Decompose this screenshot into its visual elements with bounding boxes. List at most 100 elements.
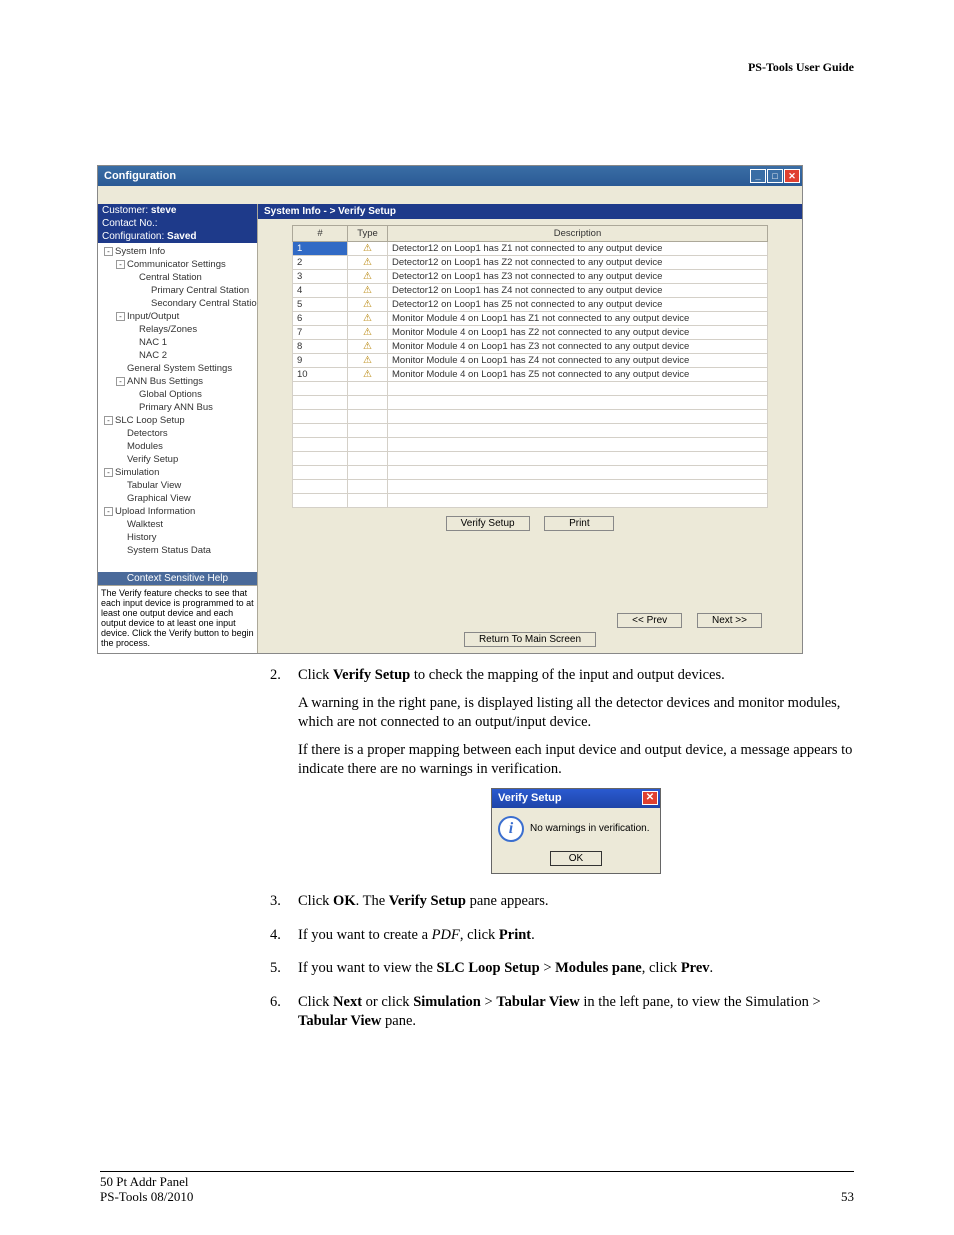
step6: Click Next or click Simulation > Tabular… (298, 993, 854, 1032)
table-row[interactable]: 8⚠Monitor Module 4 on Loop1 has Z3 not c… (293, 340, 768, 354)
step-num: 4. (270, 926, 298, 954)
tree-item[interactable]: -Input/Output (100, 310, 255, 323)
info-icon: i (498, 816, 524, 842)
warning-icon: ⚠ (363, 299, 372, 310)
step-num: 6. (270, 993, 298, 1040)
warnings-table: # Type Description 1⚠Detector12 on Loop1… (292, 225, 768, 508)
return-button[interactable]: Return To Main Screen (464, 632, 596, 647)
next-button[interactable]: Next >> (697, 613, 762, 628)
step2-line2: A warning in the right pane, is displaye… (298, 694, 854, 733)
warning-icon: ⚠ (363, 257, 372, 268)
tree-item[interactable]: Modules (100, 440, 255, 453)
print-button[interactable]: Print (544, 516, 614, 531)
window-title: Configuration (104, 170, 176, 182)
tree-item[interactable]: Relays/Zones (100, 323, 255, 336)
table-row[interactable] (293, 396, 768, 410)
table-row[interactable]: 6⚠Monitor Module 4 on Loop1 has Z1 not c… (293, 312, 768, 326)
tree-item[interactable]: -System Info (100, 245, 255, 258)
tree-item[interactable]: NAC 1 (100, 336, 255, 349)
step2-line3: If there is a proper mapping between eac… (298, 741, 854, 780)
tree-item[interactable]: Primary Central Station (100, 284, 255, 297)
nav-tree[interactable]: -System Info-Communicator SettingsCentra… (98, 243, 257, 572)
page-header: PS-Tools User Guide (748, 60, 854, 75)
table-row[interactable]: 4⚠Detector12 on Loop1 has Z4 not connect… (293, 284, 768, 298)
step-num: 2. (270, 666, 298, 886)
page-footer: 50 Pt Addr Panel PS-Tools 08/2010 53 (100, 1171, 854, 1205)
close-icon[interactable]: ✕ (784, 169, 800, 183)
tree-item[interactable]: Global Options (100, 388, 255, 401)
tree-item[interactable]: Detectors (100, 427, 255, 440)
verify-setup-button[interactable]: Verify Setup (446, 516, 530, 531)
tree-item[interactable]: -SLC Loop Setup (100, 414, 255, 427)
contact-label: Contact No.: (98, 217, 257, 230)
tree-item[interactable]: Graphical View (100, 492, 255, 505)
config-label: Configuration: (102, 231, 164, 242)
col-desc: Description (388, 226, 768, 242)
table-row[interactable]: 3⚠Detector12 on Loop1 has Z3 not connect… (293, 270, 768, 284)
config-window: Configuration _ □ ✕ Customer: steve Cont… (97, 165, 803, 654)
warning-icon: ⚠ (363, 243, 372, 254)
minimize-icon[interactable]: _ (750, 169, 766, 183)
customer-value: steve (151, 205, 177, 216)
table-row[interactable] (293, 466, 768, 480)
tree-item[interactable]: Primary ANN Bus (100, 401, 255, 414)
step3: Click OK. The Verify Setup pane appears. (298, 892, 854, 912)
tree-item[interactable]: System Status Data (100, 544, 255, 557)
help-header: Context Sensitive Help (98, 572, 257, 585)
warning-icon: ⚠ (363, 313, 372, 324)
col-type: Type (348, 226, 388, 242)
table-row[interactable] (293, 382, 768, 396)
tree-item[interactable]: Central Station (100, 271, 255, 284)
tree-item[interactable]: -Upload Information (100, 505, 255, 518)
step-num: 5. (270, 959, 298, 987)
tree-item[interactable]: Verify Setup (100, 453, 255, 466)
table-row[interactable] (293, 480, 768, 494)
table-row[interactable]: 10⚠Monitor Module 4 on Loop1 has Z5 not … (293, 368, 768, 382)
tree-item[interactable]: -Communicator Settings (100, 258, 255, 271)
dialog-title: Verify Setup (498, 791, 562, 806)
table-row[interactable] (293, 438, 768, 452)
prev-button[interactable]: << Prev (617, 613, 682, 628)
dialog-msg: No warnings in verification. (530, 822, 650, 836)
footer-line2: PS-Tools 08/2010 (100, 1189, 193, 1205)
info-block: Customer: steve Contact No.: Configurati… (98, 204, 257, 243)
table-row[interactable] (293, 494, 768, 508)
col-number: # (293, 226, 348, 242)
tree-item[interactable]: Secondary Central Station (100, 297, 255, 310)
table-row[interactable] (293, 424, 768, 438)
step4: If you want to create a PDF, click Print… (298, 926, 854, 946)
config-value: Saved (167, 231, 196, 242)
step5: If you want to view the SLC Loop Setup >… (298, 959, 854, 979)
close-icon[interactable]: ✕ (642, 791, 658, 805)
table-row[interactable]: 2⚠Detector12 on Loop1 has Z2 not connect… (293, 256, 768, 270)
page-number: 53 (841, 1189, 854, 1205)
warning-icon: ⚠ (363, 271, 372, 282)
verify-dialog: Verify Setup ✕ i No warnings in verifica… (491, 788, 661, 874)
table-row[interactable] (293, 452, 768, 466)
table-row[interactable]: 1⚠Detector12 on Loop1 has Z1 not connect… (293, 242, 768, 256)
step-num: 3. (270, 892, 298, 920)
tree-item[interactable]: Tabular View (100, 479, 255, 492)
warning-icon: ⚠ (363, 369, 372, 380)
customer-label: Customer: (102, 205, 148, 216)
table-row[interactable] (293, 410, 768, 424)
step2-line1: Click Verify Setup to check the mapping … (298, 666, 854, 686)
tree-item[interactable]: General System Settings (100, 362, 255, 375)
help-body: The Verify feature checks to see that ea… (98, 585, 257, 653)
maximize-icon[interactable]: □ (767, 169, 783, 183)
tree-item[interactable]: NAC 2 (100, 349, 255, 362)
table-row[interactable]: 5⚠Detector12 on Loop1 has Z5 not connect… (293, 298, 768, 312)
table-row[interactable]: 9⚠Monitor Module 4 on Loop1 has Z4 not c… (293, 354, 768, 368)
titlebar: Configuration _ □ ✕ (98, 166, 802, 186)
footer-line1: 50 Pt Addr Panel (100, 1174, 193, 1190)
table-row[interactable]: 7⚠Monitor Module 4 on Loop1 has Z2 not c… (293, 326, 768, 340)
tree-item[interactable]: History (100, 531, 255, 544)
warning-icon: ⚠ (363, 341, 372, 352)
breadcrumb: System Info - > Verify Setup (258, 204, 802, 219)
warning-icon: ⚠ (363, 327, 372, 338)
tree-item[interactable]: -ANN Bus Settings (100, 375, 255, 388)
warning-icon: ⚠ (363, 355, 372, 366)
tree-item[interactable]: -Simulation (100, 466, 255, 479)
tree-item[interactable]: Walktest (100, 518, 255, 531)
ok-button[interactable]: OK (550, 851, 602, 866)
